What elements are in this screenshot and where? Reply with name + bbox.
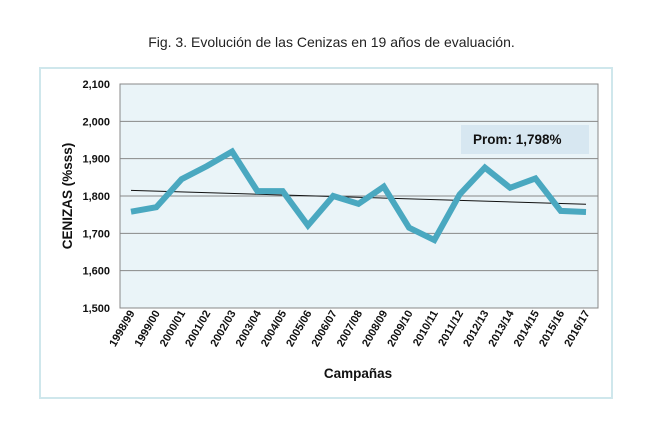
y-tick-label: 1,800 <box>82 191 110 203</box>
x-axis-label: Campañas <box>324 366 392 381</box>
y-tick-label: 2,100 <box>82 79 110 91</box>
trend-line <box>130 189 587 205</box>
y-tick-label: 2,000 <box>82 116 110 128</box>
figure-title: Fig. 3. Evolución de las Cenizas en 19 a… <box>148 34 515 50</box>
y-axis-label: CENIZAS (%sss) <box>60 143 75 250</box>
y-tick-label: 1,700 <box>82 228 110 240</box>
average-annotation: Prom: 1,798% <box>473 132 562 147</box>
y-tick-label: 1,600 <box>82 266 110 278</box>
average-box <box>461 125 589 154</box>
y-tick-label: 1,900 <box>82 154 110 166</box>
y-tick-label: 1,500 <box>82 303 110 315</box>
